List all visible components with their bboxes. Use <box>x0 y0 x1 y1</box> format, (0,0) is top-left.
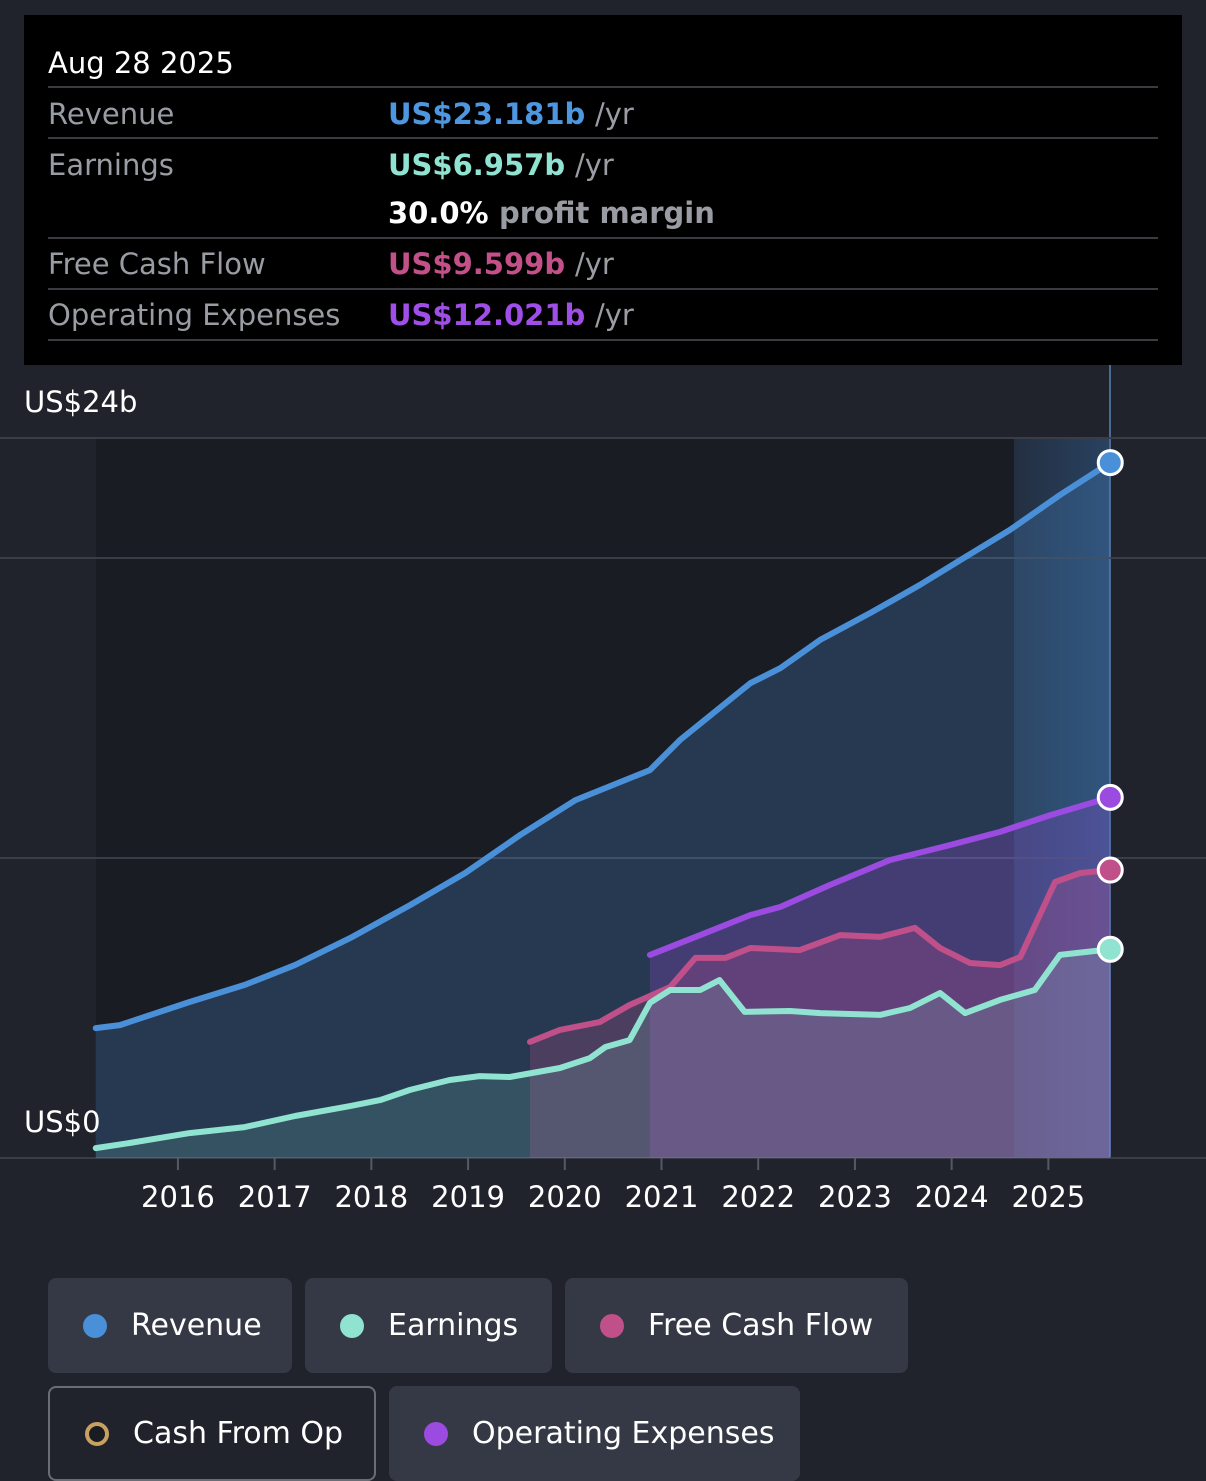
legend-swatch <box>85 1421 109 1446</box>
row-label: Revenue <box>48 97 175 131</box>
legend-label: Operating Expenses <box>472 1416 775 1451</box>
row-value: US$12.021b <box>388 298 586 332</box>
legend-swatch <box>83 1313 107 1338</box>
row-value: US$9.599b <box>388 247 566 281</box>
series-line <box>526 867 1114 1045</box>
x-tick-label: 2018 <box>334 1180 408 1214</box>
separator <box>48 237 1158 239</box>
end-point <box>1096 856 1124 884</box>
row-label: Operating Expenses <box>48 298 341 332</box>
series-line <box>646 794 1114 958</box>
legend-item[interactable]: Earnings <box>305 1278 552 1373</box>
separator <box>48 137 1158 139</box>
series-area <box>95 462 1111 1158</box>
row-unit: /yr <box>595 298 634 332</box>
legend-label: Cash From Op <box>133 1416 344 1451</box>
series-area <box>95 949 1111 1158</box>
series-line <box>92 459 1114 1032</box>
x-tick-label: 2016 <box>141 1180 215 1214</box>
page: US$0 US$24b 2016 2017 2018 2019 2020 2021 2022 20… <box>0 15 1206 1481</box>
x-tick-label: 2025 <box>1011 1180 1085 1214</box>
x-tick-label: 2019 <box>431 1180 505 1214</box>
legend-item[interactable]: Revenue <box>48 1278 292 1373</box>
margin-label: profit margin <box>499 196 715 230</box>
row-unit: /yr <box>575 247 614 281</box>
x-tick-label: 2020 <box>528 1180 602 1214</box>
row-label: Free Cash Flow <box>48 247 266 281</box>
x-tick-label: 2021 <box>625 1180 699 1214</box>
separator <box>48 288 1158 290</box>
end-point <box>1096 449 1124 477</box>
row-unit: /yr <box>595 97 634 131</box>
row-unit: /yr <box>575 148 614 182</box>
separator <box>48 339 1158 341</box>
x-tick-label: 2023 <box>818 1180 892 1214</box>
legend-item[interactable]: Free Cash Flow <box>565 1278 908 1373</box>
tooltip-date: Aug 28 2025 <box>48 46 234 80</box>
legend-label: Free Cash Flow <box>648 1308 874 1343</box>
chart: US$0 US$24b 2016 2017 2018 2019 2020 2021 2022 20… <box>0 365 1206 1214</box>
series-area <box>649 797 1111 1158</box>
legend-swatch <box>424 1421 448 1446</box>
legend-item[interactable]: Cash From Op <box>48 1386 376 1481</box>
x-tick-label: 2017 <box>238 1180 312 1214</box>
end-point <box>1096 783 1124 811</box>
legend-swatch <box>340 1313 364 1338</box>
x-tick-label: 2024 <box>915 1180 989 1214</box>
margin-value: 30.0% <box>388 196 489 230</box>
y-tick-label: US$0 <box>24 1105 101 1139</box>
series-line <box>92 946 1114 1152</box>
tooltip: Aug 28 2025 Revenue US$23.181b/yr Earnings… <box>24 15 1182 365</box>
end-point <box>1096 935 1124 963</box>
legend-item[interactable]: Operating Expenses <box>389 1386 800 1481</box>
row-label: Earnings <box>48 148 174 182</box>
legend-label: Earnings <box>388 1308 519 1343</box>
legend-label: Revenue <box>131 1308 262 1343</box>
separator <box>48 86 1158 88</box>
legend-swatch <box>600 1313 624 1338</box>
x-tick-label: 2022 <box>721 1180 795 1214</box>
y-tick-label: US$24b <box>24 385 137 419</box>
row-value: US$6.957b <box>388 148 566 182</box>
row-value: US$23.181b <box>388 97 586 131</box>
